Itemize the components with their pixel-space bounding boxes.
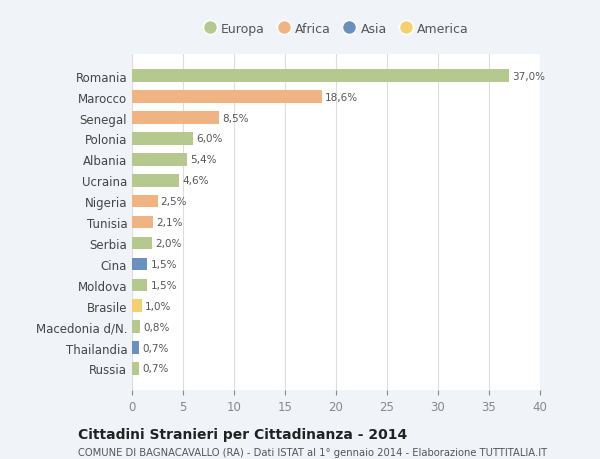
Text: 1,0%: 1,0% (145, 301, 172, 311)
Text: 18,6%: 18,6% (325, 92, 358, 102)
Text: 6,0%: 6,0% (196, 134, 223, 144)
Text: 0,8%: 0,8% (143, 322, 170, 332)
Text: 1,5%: 1,5% (151, 259, 177, 269)
Bar (132, 300, 142, 312)
Bar (132, 363, 139, 375)
Bar (132, 237, 152, 250)
Text: COMUNE DI BAGNACAVALLO (RA) - Dati ISTAT al 1° gennaio 2014 - Elaborazione TUTTI: COMUNE DI BAGNACAVALLO (RA) - Dati ISTAT… (78, 448, 547, 458)
Bar (132, 112, 218, 124)
Text: 2,5%: 2,5% (161, 197, 187, 207)
Text: 0,7%: 0,7% (142, 364, 169, 374)
Bar (132, 279, 148, 291)
Text: 2,0%: 2,0% (155, 239, 182, 248)
Text: 37,0%: 37,0% (512, 72, 545, 82)
Bar (132, 154, 187, 166)
Bar (132, 216, 154, 229)
Legend: Europa, Africa, Asia, America: Europa, Africa, Asia, America (199, 18, 473, 41)
Bar (132, 70, 509, 83)
Bar (132, 196, 157, 208)
Bar (132, 133, 193, 146)
Text: 5,4%: 5,4% (190, 155, 217, 165)
Text: 8,5%: 8,5% (222, 113, 248, 123)
Text: 4,6%: 4,6% (182, 176, 208, 186)
Bar (132, 174, 179, 187)
Text: 0,7%: 0,7% (142, 343, 169, 353)
Bar (132, 341, 139, 354)
Bar (132, 91, 322, 104)
Bar (132, 258, 148, 271)
Text: Cittadini Stranieri per Cittadinanza - 2014: Cittadini Stranieri per Cittadinanza - 2… (78, 427, 407, 441)
Text: 2,1%: 2,1% (157, 218, 183, 228)
Bar (132, 321, 140, 333)
Text: 1,5%: 1,5% (151, 280, 177, 290)
